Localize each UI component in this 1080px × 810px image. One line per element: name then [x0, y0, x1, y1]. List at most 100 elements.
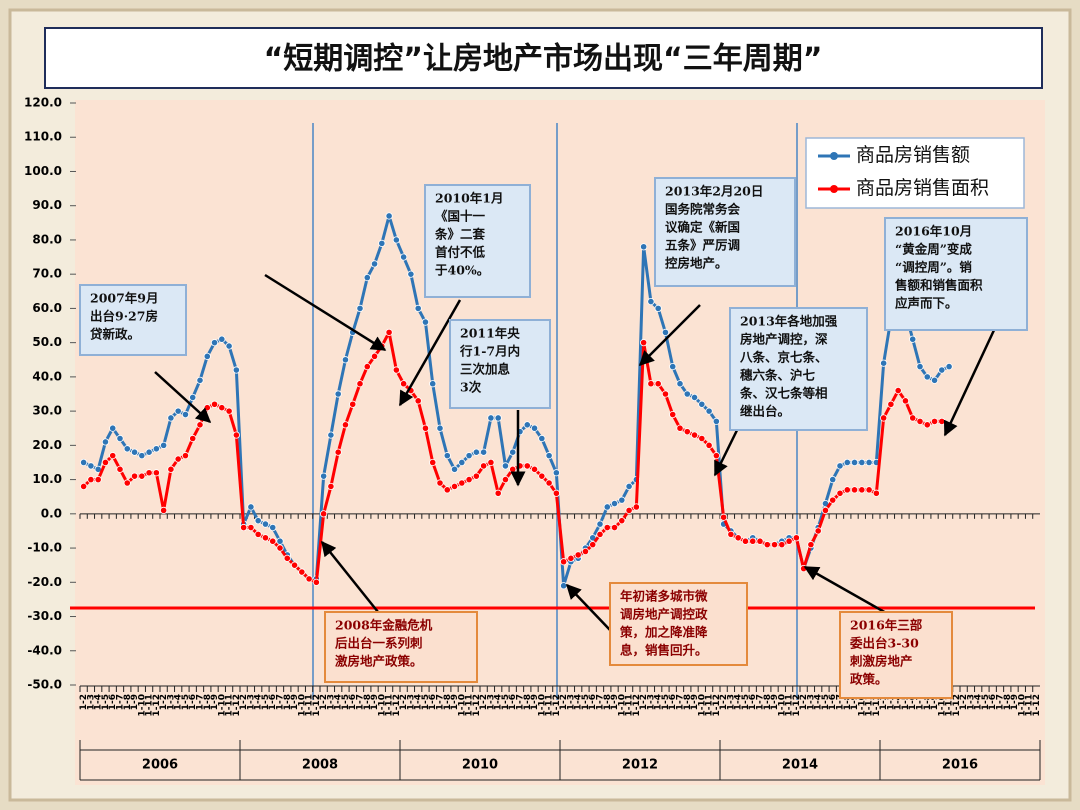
data-point — [370, 260, 379, 268]
data-point — [683, 390, 691, 398]
annotation-text: 2016年三部 — [850, 618, 923, 633]
data-point — [189, 434, 197, 443]
x-tick-label: 1-4 — [894, 694, 904, 710]
data-point — [538, 434, 546, 443]
annotation-box — [884, 217, 1028, 331]
annotation-text: 售额和销售面积 — [895, 278, 983, 293]
data-point — [785, 537, 793, 545]
annotation-text: 穗六条、沪七 — [740, 368, 816, 383]
data-point — [720, 513, 728, 521]
data-point — [429, 458, 437, 467]
annotation-text: 年初诸多城市微 — [620, 589, 708, 604]
data-point — [698, 400, 706, 408]
data-point — [298, 568, 306, 576]
x-tick-label: 1-10 — [697, 694, 707, 717]
data-point — [567, 554, 575, 562]
data-point — [669, 363, 677, 371]
data-point — [261, 520, 270, 528]
data-point — [109, 452, 117, 460]
data-point — [138, 452, 146, 460]
y-tick-label: -30.0 — [27, 609, 62, 623]
x-tick-label: 1-3 — [406, 694, 416, 710]
x-tick-label: 1-7 — [276, 694, 286, 710]
x-tick-label: 1-2 — [159, 694, 169, 710]
x-tick-label: 1-8 — [203, 694, 213, 710]
annotation-text: 出台9·27房 — [90, 309, 158, 324]
data-point — [436, 424, 444, 432]
data-point — [210, 339, 219, 347]
data-point — [465, 452, 473, 460]
x-tick-label: 1-11 — [785, 694, 795, 717]
x-tick-label: 1-3 — [886, 694, 896, 710]
data-point — [189, 393, 197, 402]
data-point — [865, 458, 873, 467]
data-point — [400, 380, 408, 388]
y-tick-label: 60.0 — [32, 301, 62, 315]
annotation-box — [79, 284, 187, 356]
data-point — [240, 523, 248, 532]
x-tick-label: 1-4 — [734, 694, 744, 710]
annotation-box — [449, 319, 551, 409]
data-point — [749, 537, 757, 545]
data-point — [450, 482, 459, 491]
x-tick-label: 1-12 — [152, 694, 162, 717]
data-point — [938, 417, 946, 425]
x-tick-label: 1-8 — [363, 694, 373, 710]
data-point — [836, 462, 844, 470]
x-tick-label: 1-6 — [748, 694, 758, 710]
x-tick-label: 1-5 — [741, 694, 751, 710]
data-point — [690, 393, 699, 402]
data-point — [443, 486, 451, 494]
data-point — [669, 410, 677, 419]
annotation-text: 贷新政。 — [90, 327, 140, 342]
annotation-text: 3次 — [460, 380, 482, 395]
data-point — [509, 465, 517, 473]
x-tick-label: 1-7 — [196, 694, 206, 710]
y-tick-label: 80.0 — [32, 232, 62, 246]
annotation-box — [424, 184, 531, 298]
data-point — [145, 448, 153, 456]
data-point — [589, 541, 597, 549]
data-point — [436, 479, 444, 487]
data-point — [501, 462, 510, 470]
year-label: 2006 — [142, 758, 178, 773]
data-point — [356, 304, 364, 313]
data-point — [327, 482, 335, 491]
data-point — [880, 359, 888, 367]
data-point — [640, 339, 648, 347]
x-tick-label: 1-5 — [501, 694, 511, 710]
data-point — [858, 486, 866, 494]
data-point — [254, 530, 262, 538]
data-point — [843, 486, 851, 494]
data-point — [705, 441, 713, 449]
data-point — [341, 356, 350, 364]
y-tick-label: 50.0 — [32, 335, 62, 349]
annotation-text: 议确定《新国 — [665, 220, 740, 235]
x-tick-label: 1-11 — [865, 694, 875, 717]
annotation-text: 房地产调控，深 — [740, 332, 828, 347]
data-point — [218, 404, 226, 412]
data-point — [101, 438, 110, 446]
data-point — [290, 561, 299, 569]
data-point — [261, 534, 270, 542]
data-point — [552, 469, 560, 477]
data-point — [320, 472, 328, 480]
y-tick-label: 10.0 — [32, 472, 62, 486]
data-point — [770, 541, 779, 549]
data-point — [930, 376, 939, 384]
x-tick-label: 1-5 — [261, 694, 271, 710]
x-tick-label: 1-4 — [974, 694, 984, 710]
y-tick-label: 20.0 — [32, 438, 62, 452]
data-point — [472, 472, 480, 480]
x-tick-label: 1-5 — [181, 694, 191, 710]
x-tick-label: 1-10 — [377, 694, 387, 717]
data-point — [349, 400, 357, 408]
annotation-text: “黄金周”变成 — [895, 242, 972, 257]
data-point — [930, 417, 939, 425]
annotation-text: 应声而下。 — [895, 296, 958, 311]
data-point — [225, 407, 233, 415]
x-tick-label: 1-10 — [297, 694, 307, 717]
data-point — [625, 482, 633, 491]
x-tick-label: 1-5 — [981, 694, 991, 710]
data-point — [923, 421, 931, 429]
